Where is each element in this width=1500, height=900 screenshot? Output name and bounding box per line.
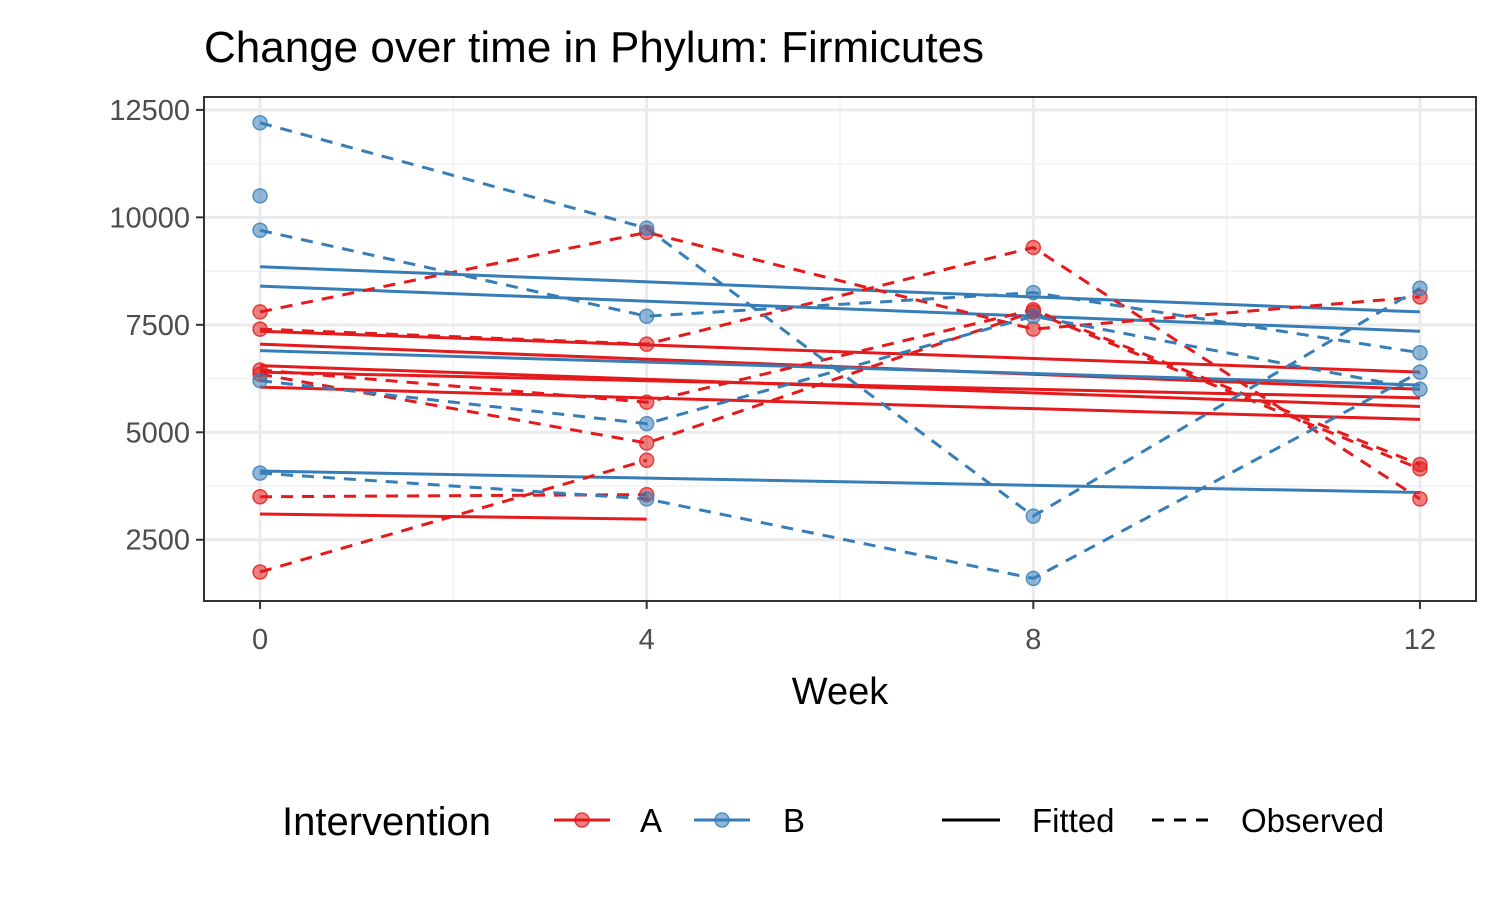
observed-point-a <box>252 489 268 505</box>
y-tick-label: 12500 <box>109 95 190 127</box>
observed-point-b <box>638 415 655 432</box>
observed-line-b <box>259 314 1421 426</box>
observed-point-b <box>252 222 268 239</box>
observed-point-b <box>1025 308 1042 324</box>
observed-point-a <box>252 564 268 580</box>
y-tick-label: 10000 <box>109 202 190 234</box>
legend-label-b: B <box>783 802 805 839</box>
observed-point-b <box>1025 508 1042 524</box>
observed-point-b <box>1412 364 1428 380</box>
legend-item-observed: Observed <box>1152 802 1384 839</box>
series-layer <box>252 115 1428 587</box>
fitted-line-b <box>260 349 1420 387</box>
observed-line-b <box>259 121 1421 518</box>
fitted-line-b <box>260 469 1420 494</box>
x-tick-label: 0 <box>252 624 268 656</box>
observed-point-a <box>252 304 268 320</box>
fitted-line-a <box>260 512 647 521</box>
y-tick-label: 7500 <box>125 310 190 342</box>
fitted-line-a <box>260 385 1420 421</box>
fitted-line-a <box>260 370 1420 400</box>
observed-point-b <box>1412 381 1428 398</box>
observed-line-a <box>259 308 1421 466</box>
observed-point-a <box>638 394 655 410</box>
legend-label-fitted: Fitted <box>1032 802 1115 839</box>
observed-point-b <box>1025 284 1042 301</box>
observed-point-b <box>638 220 655 236</box>
observed-point-a <box>638 435 655 451</box>
observed-line-a <box>259 458 648 574</box>
legend-label-a: A <box>640 802 662 839</box>
observed-line-a <box>259 310 1421 471</box>
observed-line-b <box>259 370 1421 581</box>
x-tick-label: 8 <box>1025 624 1041 656</box>
observed-point-b <box>638 308 655 324</box>
observed-point-a <box>1025 321 1042 337</box>
observed-point-a <box>638 452 655 468</box>
legend-item-fitted: Fitted <box>942 802 1115 839</box>
observed-point-b <box>638 491 655 507</box>
observed-point-b <box>1412 345 1428 361</box>
observed-point-a <box>1412 461 1428 477</box>
y-tick-label: 5000 <box>125 417 190 449</box>
legend-title: Intervention <box>282 800 491 844</box>
x-tick-label: 12 <box>1404 624 1436 656</box>
legend: Intervention A B Fitted Observed <box>282 800 1384 844</box>
legend-key-b-point <box>714 812 730 828</box>
axis-ticks: 0 4 8 12 2500 5000 7500 10000 12500 <box>109 95 1436 656</box>
observed-line-b <box>259 228 1421 355</box>
fitted-line-b <box>260 284 1420 333</box>
observed-point-b <box>252 465 268 481</box>
observed-point-a <box>1412 491 1428 507</box>
legend-item-a: A <box>554 802 662 839</box>
chart-title: Change over time in Phylum: Firmicutes <box>204 23 984 72</box>
observed-point-b <box>252 188 268 204</box>
legend-key-a-point <box>574 812 590 828</box>
legend-item-b: B <box>694 802 805 839</box>
y-tick-label: 2500 <box>125 525 190 557</box>
observed-point-a <box>638 336 655 352</box>
observed-point-b <box>1025 570 1042 587</box>
x-tick-label: 4 <box>639 624 655 656</box>
observed-point-a <box>252 321 268 337</box>
legend-label-observed: Observed <box>1241 802 1384 839</box>
observed-point-b <box>252 372 268 389</box>
observed-line-a <box>260 245 1421 501</box>
observed-point-b <box>1412 280 1428 297</box>
observed-point-b <box>252 115 268 131</box>
x-axis-title: Week <box>792 671 889 713</box>
observed-point-a <box>1025 239 1042 256</box>
panel-border <box>203 96 1477 602</box>
